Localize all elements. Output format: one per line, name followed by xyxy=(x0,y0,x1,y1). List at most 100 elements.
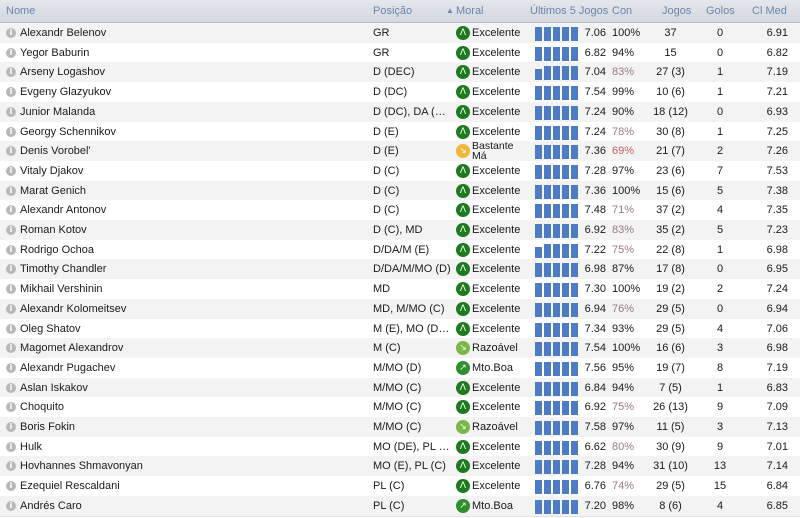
info-icon[interactable]: i xyxy=(6,264,16,275)
form-bar xyxy=(571,66,578,81)
player-name[interactable]: Timothy Chandler xyxy=(20,263,107,276)
table-row[interactable]: i Marat Genich D (C) Λ Excelente 7.36 100% 15 (… xyxy=(0,180,800,202)
player-name[interactable]: Oleg Shatov xyxy=(20,322,81,335)
info-icon[interactable]: i xyxy=(6,323,16,334)
table-row[interactable]: i Vitaly Djakov D (C) Λ Excelente 7.28 97% 23 (… xyxy=(0,160,800,182)
player-name[interactable]: Yegor Baburin xyxy=(20,46,90,59)
table-row[interactable]: i Choquito M/MO (C) Λ Excelente 6.92 75% 26 (13… xyxy=(0,397,800,419)
column-header-con[interactable]: Con xyxy=(612,5,633,17)
player-name[interactable]: Alexandr Antonov xyxy=(20,204,107,217)
info-icon[interactable]: i xyxy=(6,461,16,472)
column-header-posicao[interactable]: Posição xyxy=(373,5,413,17)
table-row[interactable]: i Boris Fokin M/MO (C) ↘ Razoável 7.58 97% 11 (… xyxy=(0,417,800,438)
goals: 1 xyxy=(716,381,724,394)
info-icon[interactable]: i xyxy=(6,126,16,137)
info-icon[interactable]: i xyxy=(6,284,16,295)
table-row[interactable]: i Rodrigo Ochoa D/DA/M (E) Λ Excelente 7.22 75… xyxy=(0,239,800,261)
info-icon[interactable]: i xyxy=(6,481,16,492)
player-name[interactable]: Evgeny Glazyukov xyxy=(20,86,112,99)
player-name[interactable]: Alexandr Belenov xyxy=(20,27,107,39)
table-row[interactable]: i Yegor Baburin GR Λ Excelente 6.82 94% 15 0 6.82 xyxy=(0,42,800,64)
player-name[interactable]: Choquito xyxy=(20,401,65,414)
player-name[interactable]: Alexandr Pugachev xyxy=(20,361,116,374)
info-icon[interactable]: i xyxy=(6,303,16,314)
info-icon[interactable]: i xyxy=(6,441,16,452)
player-moral: Excelente xyxy=(472,86,521,99)
info-icon[interactable]: i xyxy=(6,165,16,176)
player-name[interactable]: Alexandr Kolomeitsev xyxy=(20,302,127,315)
table-row[interactable]: i Alexandr Kolomeitsev MD, M/MO (C) Λ Excele… xyxy=(0,298,800,320)
table-row[interactable]: i Magomet Alexandrov M (C) ↘ Razoável 7.54 100… xyxy=(0,338,800,360)
table-row[interactable]: i Aslan Iskakov M/MO (C) Λ Excelente 6.84 94% 7… xyxy=(0,377,800,399)
table-row[interactable]: i Evgeny Glazyukov D (DC) Λ Excelente 7.54 99%… xyxy=(0,82,800,104)
player-moral: Excelente xyxy=(472,66,521,79)
info-icon[interactable]: i xyxy=(6,343,16,354)
player-name[interactable]: Vitaly Djakov xyxy=(20,164,84,177)
info-icon[interactable]: i xyxy=(6,87,16,98)
appearances: 7 (5) xyxy=(659,381,682,394)
column-header-ultimos-5-jogos[interactable]: Últimos 5 Jogos xyxy=(530,5,609,17)
player-name[interactable]: Georgy Schennikov xyxy=(20,125,116,138)
table-row[interactable]: i Andrés Caro PL (C) ↗ Mto.Boa 7.20 98% 8 (6) 4 6… xyxy=(0,495,800,517)
table-row[interactable]: i Roman Kotov D (C), MD Λ Excelente 6.92 83% 35… xyxy=(0,220,800,241)
table-row[interactable]: i Georgy Schennikov D (E) Λ Excelente 7.24 78%… xyxy=(0,121,800,143)
table-row[interactable]: i Alexandr Pugachev M/MO (D) ↗ Mto.Boa 7.56 95… xyxy=(0,357,800,379)
condition: 99% xyxy=(612,86,635,99)
info-icon[interactable]: i xyxy=(6,205,16,216)
player-name[interactable]: Boris Fokin xyxy=(20,421,76,433)
player-name[interactable]: Marat Genich xyxy=(20,184,87,197)
column-header-jogos[interactable]: Jogos xyxy=(662,5,692,17)
info-icon[interactable]: i xyxy=(6,67,16,78)
condition: 83% xyxy=(612,224,635,236)
player-name[interactable]: Andrés Caro xyxy=(20,499,82,512)
player-name[interactable]: Denis Vorobel' xyxy=(20,145,91,158)
info-icon[interactable]: i xyxy=(6,500,16,511)
player-name[interactable]: Magomet Alexandrov xyxy=(20,342,124,355)
player-name[interactable]: Aslan Iskakov xyxy=(20,381,88,394)
player-moral: Excelente xyxy=(472,27,521,39)
column-header-golos[interactable]: Golos xyxy=(706,5,735,17)
table-row[interactable]: i Junior Malanda D (DC), DA (D), ... Λ Excel… xyxy=(0,101,800,123)
player-name[interactable]: Hovhannes Shmavonyan xyxy=(20,460,143,473)
table-row[interactable]: i Alexandr Antonov D (C) Λ Excelente 7.48 71% 3… xyxy=(0,200,800,222)
info-icon[interactable]: i xyxy=(6,106,16,117)
player-name[interactable]: Ezequiel Rescaldani xyxy=(20,480,120,493)
column-header-moral[interactable]: Moral xyxy=(456,5,484,17)
table-row[interactable]: i Ezequiel Rescaldani PL (C) Λ Excelente 6.76… xyxy=(0,476,800,498)
table-row[interactable]: i Arseny Logashov D (DEC) Λ Excelente 7.04 83%… xyxy=(0,62,800,84)
column-header-nome[interactable]: Nome xyxy=(6,5,36,17)
table-row[interactable]: i Mikhail Vershinin MD Λ Excelente 7.30 100% 19… xyxy=(0,279,800,301)
table-row[interactable]: i Timothy Chandler D/DA/M/MO (D) Λ Excelente… xyxy=(0,259,800,281)
info-icon[interactable]: i xyxy=(6,225,16,235)
table-row[interactable]: i Oleg Shatov M (E), MO (DEC) Λ Excelente 7.3… xyxy=(0,318,800,340)
appearances: 16 (6) xyxy=(656,342,685,355)
table-row[interactable]: i Hulk MO (DE), PL (C) Λ Excelente 6.62 80% 30 … xyxy=(0,436,800,458)
info-icon[interactable]: i xyxy=(6,422,16,432)
info-icon[interactable]: i xyxy=(6,402,16,413)
condition: 100% xyxy=(612,342,641,355)
info-icon[interactable]: i xyxy=(6,382,16,393)
appearances: 11 (5) xyxy=(656,421,685,433)
form-bar xyxy=(535,302,542,317)
player-moral: Excelente xyxy=(472,322,521,335)
form-bars xyxy=(535,361,581,376)
player-name[interactable]: Roman Kotov xyxy=(20,224,87,236)
table-row[interactable]: i Hovhannes Shmavonyan MO (E), PL (C) Λ Exce… xyxy=(0,456,800,478)
table-row[interactable]: i Alexandr Belenov GR Λ Excelente 7.06 100% 37 0… xyxy=(0,23,800,44)
form-bar xyxy=(571,27,578,41)
goals: 1 xyxy=(716,243,724,256)
info-icon[interactable]: i xyxy=(6,28,16,38)
table-row[interactable]: i Denis Vorobel' D (E) ↘ Bastante Má 7.36 69% 2… xyxy=(0,141,800,163)
info-icon[interactable]: i xyxy=(6,244,16,255)
player-position: D (DC), DA (D), ... xyxy=(373,105,453,118)
player-name[interactable]: Hulk xyxy=(20,440,43,453)
player-name[interactable]: Arseny Logashov xyxy=(20,66,105,79)
player-name[interactable]: Junior Malanda xyxy=(20,105,96,118)
info-icon[interactable]: i xyxy=(6,362,16,373)
info-icon[interactable]: i xyxy=(6,146,16,157)
info-icon[interactable]: i xyxy=(6,47,16,58)
column-header-cl-med[interactable]: Cl Med xyxy=(752,5,787,17)
player-name[interactable]: Mikhail Vershinin xyxy=(20,283,103,296)
player-name[interactable]: Rodrigo Ochoa xyxy=(20,243,94,256)
info-icon[interactable]: i xyxy=(6,185,16,196)
